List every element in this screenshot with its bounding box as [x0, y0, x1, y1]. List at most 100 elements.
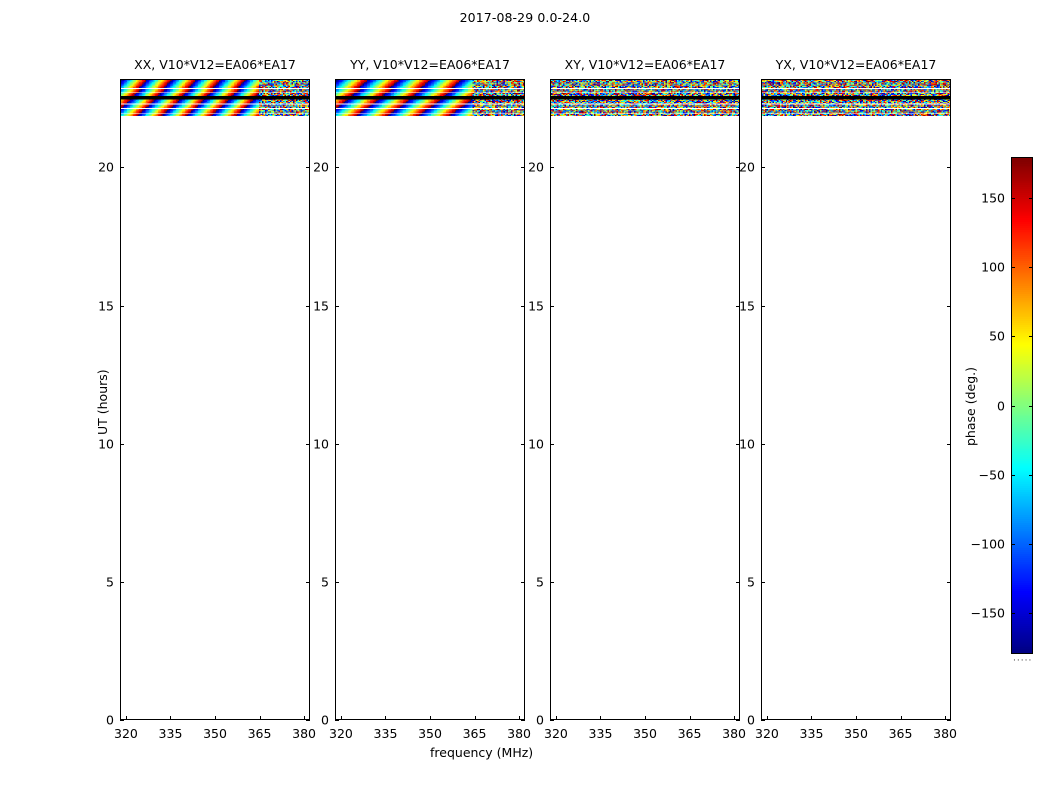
- xtick-label-xx-0: 320: [114, 726, 138, 741]
- ytick-xy-0: [550, 720, 554, 721]
- ytick-xy-3: [550, 305, 554, 307]
- xtick-xx-3: [259, 716, 261, 720]
- ytick-right-yx-2: [947, 443, 951, 445]
- xtick-label-xy-3: 365: [677, 726, 702, 741]
- colorbar-tick-label-1: 100: [981, 259, 1005, 275]
- panel-xx: XX, V10*V12=EA06*EA17 320 335 350 365 380 0 5 10…: [98, 57, 316, 741]
- colorbar-tick-right-0: [1029, 198, 1033, 200]
- colorbar-underflow-marker: ·····: [1013, 656, 1033, 666]
- xtick-yx-2: [856, 716, 857, 720]
- ytick-yx-2: [761, 443, 765, 445]
- xtick-yy-4: [519, 716, 521, 720]
- xtick-label-xy-2: 350: [633, 726, 657, 741]
- colorbar-tick-1: [1011, 267, 1015, 269]
- ytick-yy-3: [335, 305, 339, 307]
- ytick-right-xy-0: [736, 720, 740, 721]
- xtick-xx-1: [170, 716, 172, 720]
- xtick-label-xx-2: 350: [203, 726, 227, 741]
- panel-yx: YX, V10*V12=EA06*EA17 320 335 350 365 380 0 5 10…: [739, 57, 957, 741]
- x-axis-label: frequency (MHz): [430, 745, 534, 760]
- colorbar-tick-right-4: [1029, 474, 1033, 476]
- ytick-right-yx-3: [947, 305, 951, 307]
- colorbar-tick-label-5: −100: [970, 536, 1005, 552]
- ytick-yx-4: [761, 167, 765, 169]
- xtick-label-yy-2: 350: [418, 726, 442, 741]
- xtick-yy-0: [340, 716, 342, 720]
- colorbar-tick-right-1: [1029, 267, 1033, 269]
- colorbar-tick-label-0: 150: [981, 190, 1005, 206]
- ytick-right-xy-1: [736, 581, 740, 583]
- ytick-right-xx-3: [306, 305, 310, 307]
- ytick-right-xy-4: [736, 167, 740, 169]
- xtick-yy-3: [474, 716, 476, 720]
- ytick-label-xx-0: 0: [106, 712, 114, 728]
- xtick-label-xx-1: 335: [158, 726, 183, 741]
- xtick-xx-4: [304, 716, 306, 720]
- panel-xy: XY, V10*V12=EA06*EA17 320 335 350 365 380 0 5 10…: [528, 57, 746, 741]
- waterfall-image-yx: [762, 80, 950, 116]
- ytick-right-xy-3: [736, 305, 740, 307]
- xtick-yx-3: [900, 716, 902, 720]
- ytick-right-yy-3: [521, 305, 525, 307]
- xtick-label-yy-0: 320: [329, 726, 353, 741]
- waterfall-image-xx: [121, 80, 309, 116]
- xtick-xx-2: [215, 716, 216, 720]
- xtick-label-yx-3: 365: [888, 726, 913, 741]
- ytick-yy-0: [335, 720, 339, 721]
- axes-xy[interactable]: [550, 79, 740, 720]
- axes-yx[interactable]: [761, 79, 951, 720]
- ytick-label-xy-1: 5: [536, 574, 544, 590]
- xtick-label-yy-4: 380: [507, 726, 531, 741]
- colorbar-tick-right-6: [1029, 612, 1033, 614]
- ytick-right-yy-0: [521, 720, 525, 721]
- xtick-label-yy-1: 335: [373, 726, 398, 741]
- axes-xx[interactable]: [120, 79, 310, 720]
- ytick-label-xy-3: 15: [528, 298, 544, 314]
- ytick-yy-2: [335, 443, 339, 445]
- ytick-label-yx-4: 20: [739, 159, 755, 175]
- colorbar-tick-label-6: −150: [970, 605, 1005, 621]
- colorbar-tick-6: [1011, 612, 1015, 614]
- ytick-label-yy-1: 5: [321, 574, 329, 590]
- ytick-label-xy-4: 20: [528, 159, 544, 175]
- colorbar-tick-right-2: [1029, 336, 1033, 338]
- ytick-label-xx-4: 20: [98, 159, 114, 175]
- xtick-label-yy-3: 365: [462, 726, 487, 741]
- ytick-label-yx-1: 5: [747, 574, 755, 590]
- ytick-xy-2: [550, 443, 554, 445]
- ytick-label-xy-2: 10: [528, 436, 544, 452]
- colorbar-tick-4: [1011, 474, 1015, 476]
- colorbar-tick-5: [1011, 543, 1015, 545]
- panel-yy: YY, V10*V12=EA06*EA17 320 335 350 365 380 0 5 10…: [313, 57, 531, 741]
- ytick-right-xx-4: [306, 167, 310, 169]
- ytick-xy-1: [550, 581, 554, 583]
- xtick-yy-1: [385, 716, 387, 720]
- ytick-xx-1: [120, 581, 124, 583]
- ytick-right-yy-1: [521, 581, 525, 583]
- xtick-label-xy-0: 320: [544, 726, 568, 741]
- colorbar-tick-label-4: −50: [978, 467, 1005, 483]
- ytick-label-xx-2: 10: [98, 436, 114, 452]
- waterfall-image-xy: [551, 80, 739, 116]
- ytick-right-yx-4: [947, 167, 951, 169]
- ytick-xx-3: [120, 305, 124, 307]
- ytick-yx-0: [761, 720, 765, 721]
- panel-title-xx: XX, V10*V12=EA06*EA17: [134, 57, 296, 72]
- xtick-xy-4: [734, 716, 736, 720]
- axes-yy[interactable]: [335, 79, 525, 720]
- panel-title-yx: YX, V10*V12=EA06*EA17: [775, 57, 937, 72]
- colorbar-title: phase (deg.): [963, 366, 978, 446]
- ytick-label-xx-3: 15: [98, 298, 114, 314]
- ytick-label-yy-4: 20: [313, 159, 329, 175]
- xtick-label-yx-1: 335: [799, 726, 824, 741]
- colorbar-tick-label-2: 50: [989, 328, 1005, 344]
- xtick-label-xy-1: 335: [588, 726, 613, 741]
- panel-title-xy: XY, V10*V12=EA06*EA17: [564, 57, 726, 72]
- colorbar-tick-right-5: [1029, 543, 1033, 545]
- ytick-label-yx-3: 15: [739, 298, 755, 314]
- xtick-xx-0: [125, 716, 127, 720]
- ytick-right-yy-4: [521, 167, 525, 169]
- y-axis-label: UT (hours): [95, 369, 110, 435]
- xtick-label-yx-4: 380: [933, 726, 957, 741]
